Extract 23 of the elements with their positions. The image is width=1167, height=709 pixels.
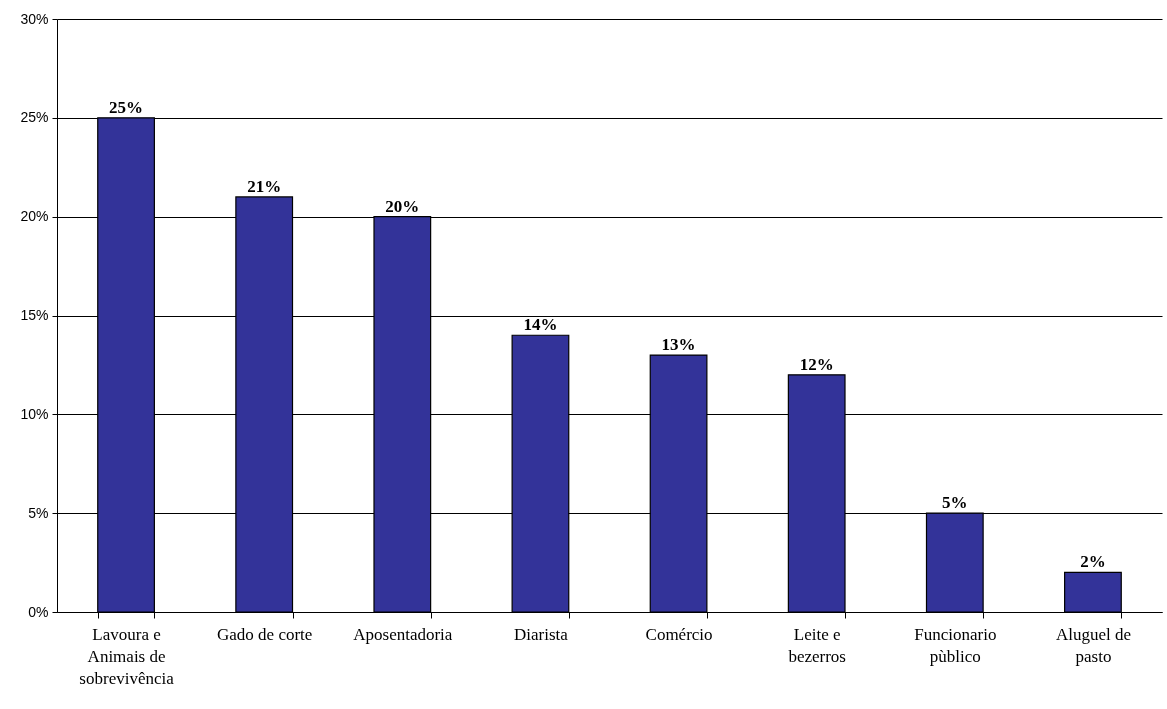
- x-tick-label: Lavoura e Animais de sobrevivência: [79, 624, 175, 688]
- data-label: 13%: [661, 335, 696, 355]
- y-tick-label: 25%: [20, 109, 49, 126]
- data-label: 12%: [799, 354, 834, 374]
- data-label: 20%: [385, 196, 420, 216]
- x-tick-label: Aluguel de pasto: [1055, 624, 1131, 666]
- y-tick-label: 10%: [20, 405, 49, 422]
- x-tick-label: Diarista: [514, 624, 569, 644]
- y-tick-label: 30%: [20, 10, 49, 27]
- x-tick-label: Funcionario pùblico: [914, 624, 997, 666]
- data-label: 14%: [523, 315, 558, 335]
- x-tick-label: Leite e bezerros: [788, 624, 846, 666]
- x-tick-label: Gado de corte: [217, 624, 313, 644]
- y-tick-label: 0%: [28, 603, 49, 620]
- y-tick-label: 5%: [28, 504, 49, 521]
- data-label: 25%: [109, 97, 144, 117]
- data-label: 2%: [1080, 552, 1106, 572]
- data-label: 5%: [942, 493, 968, 513]
- y-tick-label: 20%: [20, 208, 49, 225]
- y-tick-label: 15%: [20, 307, 49, 323]
- data-label: 21%: [247, 176, 282, 196]
- x-tick-label: Comércio: [645, 624, 713, 644]
- x-tick-label: Aposentadoria: [353, 624, 453, 644]
